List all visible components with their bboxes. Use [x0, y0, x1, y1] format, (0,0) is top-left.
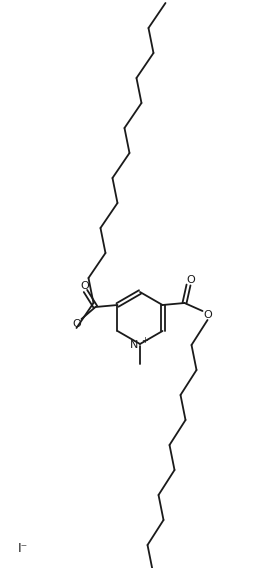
Text: N: N: [130, 340, 138, 350]
Text: I⁻: I⁻: [18, 541, 28, 554]
Text: +: +: [141, 336, 148, 345]
Text: O: O: [72, 319, 81, 329]
Text: O: O: [80, 281, 89, 291]
Text: O: O: [186, 275, 195, 285]
Text: O: O: [203, 310, 212, 320]
